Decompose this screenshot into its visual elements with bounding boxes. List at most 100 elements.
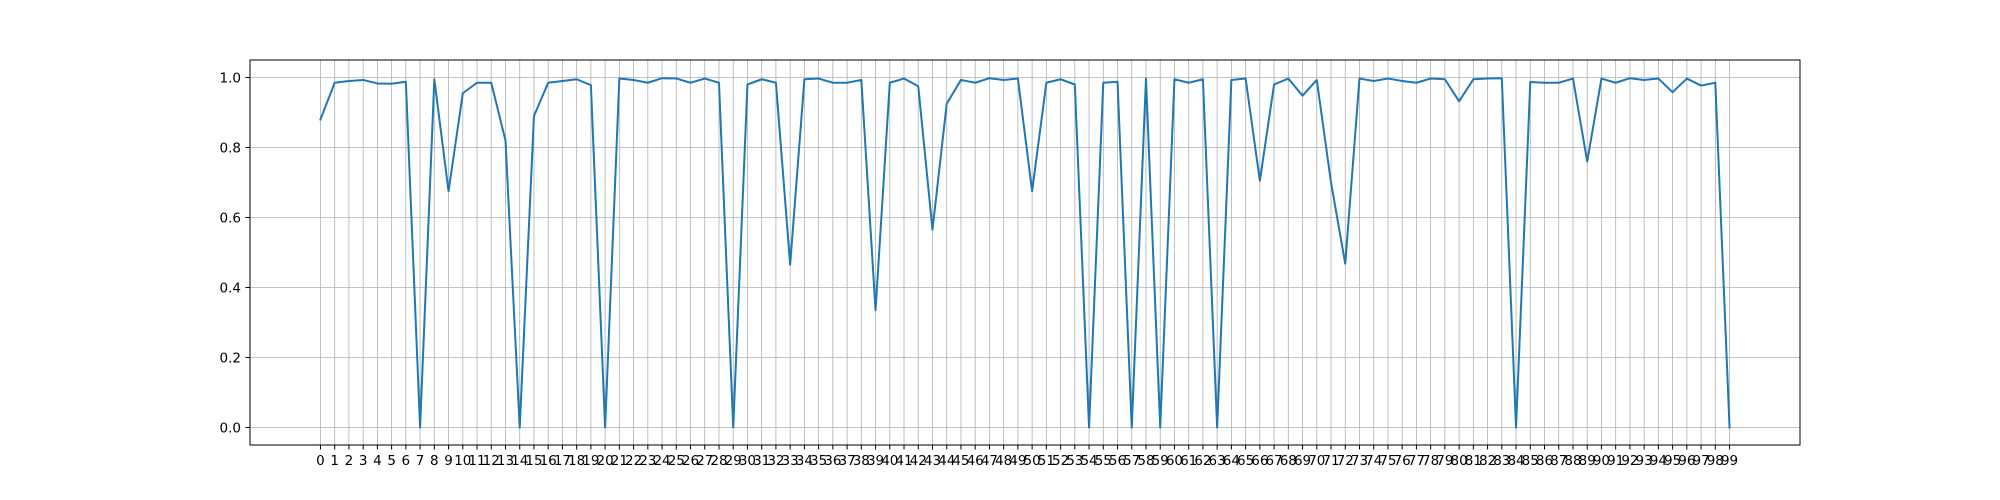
x-tick-label: 23 — [639, 453, 656, 469]
x-tick-label: 13 — [497, 453, 514, 469]
y-tick-label: 0.2 — [220, 351, 241, 367]
x-tick-label: 59 — [1152, 453, 1169, 469]
x-tick-label: 83 — [1493, 453, 1510, 469]
x-tick-label: 62 — [1194, 453, 1211, 469]
x-tick-label: 30 — [739, 453, 756, 469]
x-tick-label: 49 — [1009, 453, 1026, 469]
x-tick-label: 20 — [597, 453, 614, 469]
x-tick-label: 24 — [653, 453, 670, 469]
x-tick-label: 50 — [1024, 453, 1041, 469]
x-tick-label: 65 — [1237, 453, 1254, 469]
x-tick-label: 29 — [725, 453, 742, 469]
x-tick-label: 8 — [430, 453, 439, 469]
x-tick-label: 78 — [1422, 453, 1439, 469]
x-tick-label: 41 — [895, 453, 912, 469]
x-tick-label: 7 — [416, 453, 425, 469]
x-tick-label: 87 — [1550, 453, 1567, 469]
series-line — [319, 77, 1731, 429]
x-tick-label: 88 — [1564, 453, 1581, 469]
x-tick-label: 92 — [1621, 453, 1638, 469]
x-tick-label: 3 — [359, 453, 368, 469]
x-tick-label: 68 — [1280, 453, 1297, 469]
x-tick-label: 14 — [511, 453, 528, 469]
x-tick-label: 44 — [938, 453, 955, 469]
x-tick-label: 38 — [853, 453, 870, 469]
x-tick-label: 46 — [967, 453, 984, 469]
x-tick-label: 90 — [1593, 453, 1610, 469]
x-tick-label: 57 — [1123, 453, 1140, 469]
x-tick-label: 91 — [1607, 453, 1624, 469]
x-tick-label: 42 — [910, 453, 927, 469]
x-tick-label: 85 — [1522, 453, 1539, 469]
x-tick-label: 19 — [582, 453, 599, 469]
x-tick-label: 96 — [1678, 453, 1695, 469]
x-tick-label: 45 — [952, 453, 969, 469]
x-tick-label: 66 — [1251, 453, 1268, 469]
x-tick-label: 33 — [782, 453, 799, 469]
x-tick-label: 40 — [881, 453, 898, 469]
x-tick-label: 93 — [1636, 453, 1653, 469]
x-tick-label: 26 — [682, 453, 699, 469]
series-lines — [319, 77, 1731, 429]
y-tick-label: 1.0 — [220, 71, 241, 87]
y-tick-label: 0.0 — [220, 421, 241, 437]
x-tick-label: 74 — [1365, 453, 1382, 469]
x-tick-label: 17 — [554, 453, 571, 469]
x-tick-label: 12 — [483, 453, 500, 469]
x-tick-label: 81 — [1465, 453, 1482, 469]
x-tick-label: 0 — [316, 453, 325, 469]
x-tick-label: 25 — [668, 453, 685, 469]
x-tick-label: 69 — [1294, 453, 1311, 469]
x-tick-label: 52 — [1052, 453, 1069, 469]
ticks: 0 1 2 3 4 5 6 7 8 9 101112131415161718192021222324… — [220, 71, 1739, 470]
x-tick-label: 58 — [1137, 453, 1154, 469]
x-tick-label: 61 — [1180, 453, 1197, 469]
x-tick-label: 36 — [824, 453, 841, 469]
x-tick-label: 31 — [753, 453, 770, 469]
x-tick-label: 75 — [1379, 453, 1396, 469]
x-tick-label: 6 — [402, 453, 411, 469]
x-tick-label: 84 — [1507, 453, 1524, 469]
x-tick-label: 47 — [981, 453, 998, 469]
x-tick-label: 67 — [1265, 453, 1282, 469]
x-tick-label: 54 — [1080, 453, 1097, 469]
x-tick-label: 27 — [696, 453, 713, 469]
x-tick-label: 51 — [1038, 453, 1055, 469]
x-tick-label: 71 — [1322, 453, 1339, 469]
y-tick-label: 0.8 — [220, 141, 241, 157]
x-tick-label: 95 — [1664, 453, 1681, 469]
x-tick-label: 79 — [1436, 453, 1453, 469]
x-tick-label: 32 — [767, 453, 784, 469]
x-tick-label: 97 — [1692, 453, 1709, 469]
x-tick-label: 55 — [1095, 453, 1112, 469]
x-tick-label: 64 — [1223, 453, 1240, 469]
x-tick-label: 76 — [1394, 453, 1411, 469]
x-tick-label: 80 — [1451, 453, 1468, 469]
x-tick-label: 11 — [468, 453, 485, 469]
x-tick-label: 10 — [454, 453, 471, 469]
x-tick-label: 37 — [838, 453, 855, 469]
x-tick-label: 21 — [611, 453, 628, 469]
x-tick-label: 48 — [995, 453, 1012, 469]
x-tick-label: 70 — [1308, 453, 1325, 469]
x-tick-label: 77 — [1408, 453, 1425, 469]
x-tick-label: 99 — [1721, 453, 1738, 469]
x-tick-label: 72 — [1337, 453, 1354, 469]
x-tick-label: 53 — [1066, 453, 1083, 469]
x-tick-label: 56 — [1109, 453, 1126, 469]
x-tick-label: 9 — [444, 453, 453, 469]
x-tick-label: 34 — [796, 453, 813, 469]
x-tick-label: 5 — [387, 453, 396, 469]
axes-frame — [249, 59, 1801, 446]
x-tick-label: 16 — [540, 453, 557, 469]
y-tick-label: 0.6 — [220, 211, 241, 227]
x-tick-label: 73 — [1351, 453, 1368, 469]
x-tick-label: 94 — [1650, 453, 1667, 469]
x-tick-label: 35 — [810, 453, 827, 469]
x-tick-label: 60 — [1166, 453, 1183, 469]
x-tick-label: 98 — [1707, 453, 1724, 469]
x-tick-label: 89 — [1579, 453, 1596, 469]
x-tick-label: 18 — [568, 453, 585, 469]
